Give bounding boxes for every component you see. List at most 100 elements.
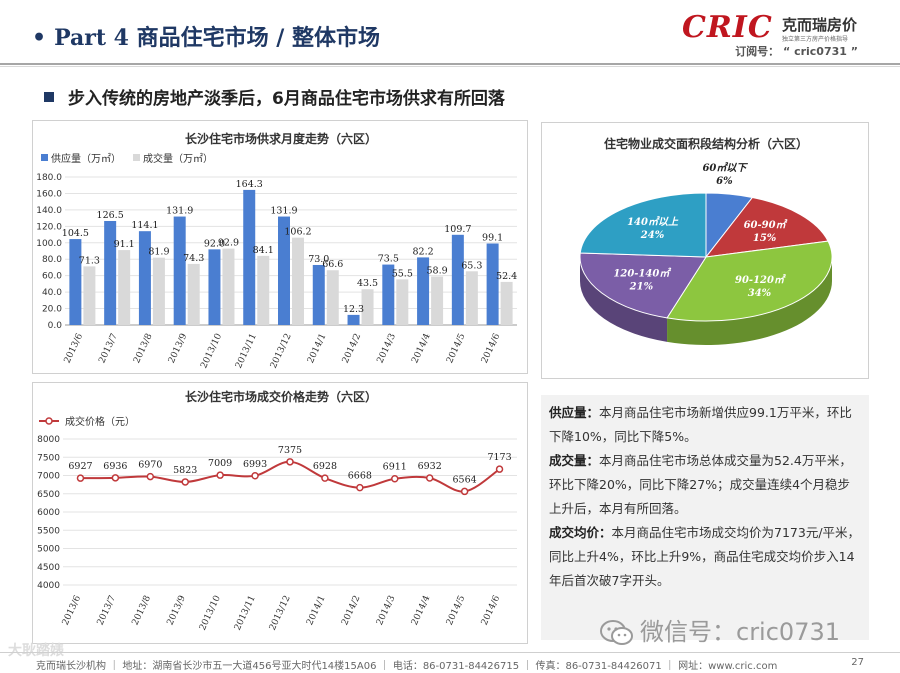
subscription-number: 订阅号： “ cric0731 ”	[735, 45, 858, 58]
legend-marker-price	[45, 417, 53, 425]
wechat-icon	[600, 620, 633, 645]
price-line-chart: 长沙住宅市场成交价格走势（六区） 成交价格（元） 4000 4500 5000 5500 6…	[37, 389, 517, 632]
price-data-label: 6932	[418, 461, 442, 472]
footer-contact: 克而瑞长沙机构 ｜ 地址：湖南省长沙市五一大道456号亚大时代14楼15A06 …	[36, 661, 778, 672]
x-tick-label: 2014/2	[340, 594, 362, 627]
deal-text: 本月商品住宅市场总体成交量为52.4万平米，环比下降20%，同比下降27%；成交…	[549, 453, 852, 516]
y-tick-label: 4000	[37, 581, 60, 591]
deal-bar	[465, 271, 478, 325]
page-number: 27	[851, 657, 864, 668]
pie-slice	[704, 196, 829, 258]
price-point	[460, 487, 469, 496]
deal-bar	[257, 255, 270, 325]
price-point	[216, 471, 224, 479]
headline-square-icon	[44, 92, 54, 102]
x-tick-label: 2013/11	[233, 594, 258, 632]
supply-deal-bar-chart: 长沙住宅市场供求月度走势（六区） 供应量（万㎡） 成交量（万㎡） 0.0 20.0 40.…	[36, 131, 517, 370]
title-text: Part 4 商品住宅市场 / 整体市场	[54, 25, 381, 51]
x-tick-label: 2014/2	[341, 332, 363, 365]
area-segment-pie-chart: 住宅物业成交面积段结构分析（六区） 60㎡以下 6% 60-90㎡ 15% 90-120㎡…	[579, 136, 833, 345]
deal-data-label: 106.2	[284, 227, 311, 238]
supply-bar	[243, 189, 256, 325]
pie-slice-side	[667, 257, 832, 345]
pie-chart-panel: 住宅物业成交面积段结构分析（六区） 60㎡以下 6% 60-90㎡ 15% 90-120㎡…	[541, 122, 869, 379]
pie-slice	[666, 240, 833, 322]
x-tick-label: 2013/6	[61, 594, 84, 627]
deal-data-label: 81.9	[148, 247, 169, 258]
supply-bar	[278, 216, 290, 325]
x-tick-label: 2014/6	[480, 594, 503, 627]
y-tick-label: 180.0	[36, 173, 62, 183]
deal-bar	[152, 257, 165, 325]
bar-chart-panel: 长沙住宅市场供求月度走势（六区） 供应量（万㎡） 成交量（万㎡） 0.0 20.0 40.…	[32, 120, 528, 374]
supply-bar	[417, 257, 430, 325]
price-point	[251, 472, 259, 480]
supply-data-label: 126.5	[97, 210, 124, 221]
supply-text: 本月商品住宅市场新增供应99.1万平米，环比下降10%，同比下降5%。	[549, 405, 852, 444]
x-tick-label: 2013/8	[132, 332, 155, 365]
price-paragraph: 成交均价：本月商品住宅市场成交均价为7173元/平米，同比上升4%，环比上升9%…	[549, 521, 861, 593]
x-tick-label: 2014/5	[445, 594, 468, 627]
y-tick-label: 7000	[37, 472, 60, 482]
deal-bar	[361, 289, 374, 325]
price-data-label: 6970	[138, 460, 162, 471]
y-tick-label: 80.0	[42, 255, 62, 265]
deal-data-label: 55.5	[392, 268, 413, 279]
supply-bar	[382, 264, 395, 325]
deal-bar	[222, 248, 235, 325]
pie-category-label: 140㎡以上	[627, 216, 679, 228]
supply-paragraph: 供应量：本月商品住宅市场新增供应99.1万平米，环比下降10%，同比下降5%。	[549, 401, 861, 449]
x-tick-label: 2013/11	[234, 332, 259, 370]
y-tick-label: 6000	[37, 508, 60, 518]
supply-bar	[208, 249, 221, 325]
y-tick-label: 40.0	[42, 288, 62, 298]
deal-bar	[187, 263, 200, 325]
price-point	[321, 474, 329, 482]
pie-category-label: 60㎡以下	[702, 162, 748, 174]
y-tick-label: 100.0	[36, 239, 62, 249]
x-tick-label: 2013/12	[269, 332, 294, 370]
price-text: 本月商品住宅市场成交均价为7173元/平米，同比上升4%，环比上升9%，商品住宅…	[549, 525, 861, 588]
supply-data-label: 82.2	[412, 246, 433, 257]
x-tick-label: 2014/3	[376, 332, 399, 365]
pie-percent-label: 24%	[640, 230, 665, 241]
pie-category-label: 90-120㎡	[735, 274, 786, 286]
headline-text: 步入传统的房地产淡季后，6月商品住宅市场供求有所回落	[68, 89, 505, 109]
x-tick-label: 2013/6	[63, 332, 86, 365]
price-point	[356, 483, 364, 492]
supply-bar	[312, 264, 325, 325]
line-chart-panel: 长沙住宅市场成交价格走势（六区） 成交价格（元） 4000 4500 5000 5500 6…	[32, 382, 528, 644]
price-data-label: 6928	[313, 461, 337, 472]
deal-data-label: 43.5	[357, 278, 378, 289]
legend-label-deal: 成交量（万㎡）	[143, 152, 213, 165]
x-tick-label: 2013/7	[96, 594, 119, 627]
header-divider-thin	[0, 66, 900, 67]
header-divider	[0, 63, 900, 65]
supply-bar	[138, 231, 151, 325]
price-data-label: 6936	[103, 461, 127, 472]
logo-tagline: 独立第三方房产价格指导	[782, 36, 849, 43]
title-bullet: •	[32, 25, 47, 51]
y-tick-label: 120.0	[36, 222, 62, 232]
supply-bar	[347, 314, 360, 325]
deal-bar	[500, 281, 513, 325]
supply-data-label: 12.3	[343, 304, 364, 315]
chart-title: 长沙住宅市场成交价格走势（六区）	[185, 389, 377, 404]
pie-category-label: 60-90㎡	[744, 219, 788, 231]
deal-data-label: 92.9	[218, 238, 239, 249]
y-tick-label: 4500	[37, 563, 60, 573]
deal-bar	[396, 279, 409, 325]
price-point	[425, 474, 434, 482]
x-tick-label: 2014/1	[306, 332, 328, 365]
wechat-text: 微信号：cric0731	[640, 618, 841, 646]
x-tick-label: 2014/4	[410, 332, 433, 365]
y-tick-label: 5500	[37, 526, 60, 536]
logo-cn-text: 克而瑞房价	[782, 16, 858, 34]
pie-category-label: 120-140㎡	[613, 267, 671, 279]
pie-percent-label: 21%	[629, 281, 654, 292]
supply-data-label: 131.9	[166, 206, 193, 217]
price-data-label: 6564	[453, 474, 477, 485]
supply-data-label: 73.0	[308, 254, 329, 265]
y-tick-label: 60.0	[42, 272, 62, 282]
price-point	[286, 458, 294, 466]
